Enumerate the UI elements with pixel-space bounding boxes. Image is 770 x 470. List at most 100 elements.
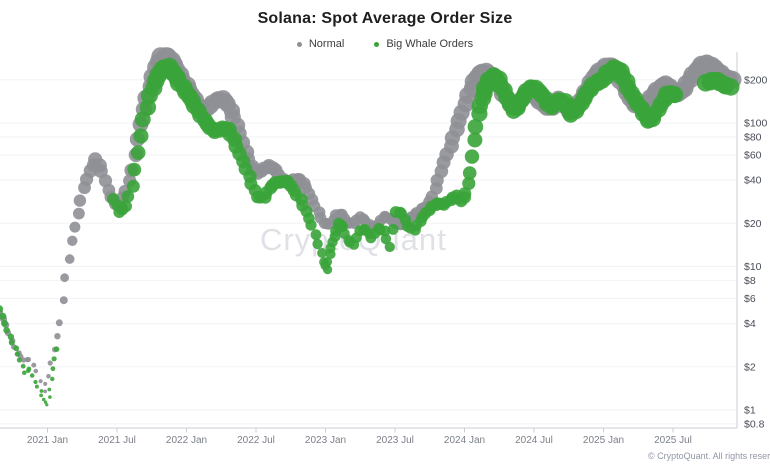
x-tick-label: 2024 Jul — [515, 435, 553, 446]
x-tick-label: 2021 Jan — [27, 435, 68, 446]
x-tick-label: 2024 Jan — [444, 435, 485, 446]
data-point-whale — [722, 78, 740, 96]
data-point-whale — [133, 128, 149, 144]
data-point-whale — [34, 384, 39, 389]
chart-title: Solana: Spot Average Order Size — [257, 10, 513, 27]
data-point-whale — [127, 162, 142, 177]
data-point-whale — [121, 190, 135, 203]
data-point-normal — [21, 357, 27, 363]
legend-label-big-whale-orders: Big Whale Orders — [386, 38, 474, 50]
data-point-normal — [69, 221, 81, 233]
data-point-whale — [29, 373, 35, 378]
data-point-whale — [310, 229, 322, 241]
data-point-normal — [59, 296, 68, 305]
x-tick-label: 2021 Jul — [98, 435, 136, 446]
y-tick-label: $0.8 — [744, 418, 765, 430]
data-point-whale — [8, 339, 15, 346]
data-point-whale — [14, 351, 21, 357]
x-tick-label: 2022 Jul — [237, 435, 275, 446]
data-point-whale — [41, 397, 46, 402]
data-point-normal — [25, 356, 31, 363]
data-point-normal — [33, 368, 39, 374]
data-point-whale — [43, 400, 48, 404]
data-point-whale — [1, 319, 8, 327]
data-point-whale — [22, 370, 27, 376]
data-point-normal — [60, 273, 69, 283]
y-tick-label: $60 — [744, 149, 762, 161]
data-point-normal — [31, 362, 37, 368]
data-point-whale — [53, 346, 60, 353]
x-tick-label: 2025 Jul — [654, 435, 692, 446]
axes — [0, 52, 738, 433]
data-point-whale — [13, 345, 20, 352]
data-point-whale — [384, 241, 395, 253]
data-point-normal — [73, 194, 87, 207]
data-point-normal — [73, 207, 85, 220]
data-point-whale — [462, 176, 476, 190]
legend-item-normal[interactable]: Normal — [296, 38, 345, 50]
data-point-whale — [462, 166, 477, 180]
x-tick-label: 2023 Jan — [305, 435, 346, 446]
y-tick-label: $2 — [744, 361, 756, 373]
y-tick-label: $8 — [744, 275, 756, 287]
data-point-whale — [51, 356, 57, 362]
data-point-whale — [0, 312, 7, 320]
data-point-whale — [322, 257, 333, 267]
y-tick-label: $1 — [744, 405, 756, 417]
data-point-normal — [46, 373, 51, 379]
data-point-whale — [50, 366, 56, 372]
y-tick-label: $4 — [744, 318, 756, 330]
data-point-normal — [47, 360, 53, 366]
data-point-normal — [38, 379, 43, 384]
data-point-normal — [43, 389, 48, 394]
y-tick-label: $80 — [744, 131, 762, 143]
x-tick-label: 2025 Jan — [583, 435, 624, 446]
data-point-whale — [33, 379, 38, 385]
data-point-whale — [467, 132, 483, 148]
y-tick-label: $20 — [744, 218, 762, 230]
data-point-whale — [380, 233, 392, 245]
y-tick-label: $6 — [744, 293, 756, 305]
data-point-whale — [3, 326, 10, 334]
data-point-normal — [64, 254, 75, 264]
data-point-whale — [45, 403, 49, 407]
data-point-whale — [126, 179, 140, 193]
data-point-whale — [387, 223, 399, 235]
data-point-whale — [20, 363, 26, 369]
data-point-whale — [467, 119, 484, 135]
data-point-normal — [43, 381, 48, 386]
data-point-whale — [0, 305, 4, 313]
x-tick-label: 2023 Jul — [376, 435, 414, 446]
data-point-whale — [305, 219, 317, 231]
copyright-attribution: © CryptoQuant. All rights reserved. — [648, 451, 770, 461]
data-point-whale — [464, 149, 480, 164]
data-point-whale — [50, 376, 55, 382]
data-point-whale — [16, 357, 22, 363]
data-point-whale — [130, 145, 146, 160]
x-tick-label: 2022 Jan — [166, 435, 207, 446]
normal-series-dot-icon — [296, 41, 302, 47]
whale-series-dot-icon — [374, 41, 380, 47]
data-point-normal — [54, 333, 61, 340]
data-point-whale — [379, 225, 391, 237]
data-point-whale — [39, 393, 43, 398]
data-point-whale — [458, 187, 472, 200]
data-point-whale — [312, 238, 323, 250]
data-point-whale — [48, 395, 52, 399]
data-point-whale — [39, 389, 44, 393]
y-tick-label: $10 — [744, 261, 762, 273]
data-point-whale — [7, 333, 15, 340]
legend-item-big-whale-orders[interactable]: Big Whale Orders — [374, 38, 473, 50]
data-point-whale — [47, 387, 52, 392]
legend-label-normal: Normal — [308, 38, 345, 50]
axis-labels: 2021 Jan 2021 Jul 2022 Jan 2022 Jul 2023 Jan… — [27, 74, 768, 446]
data-point-normal — [55, 319, 63, 327]
data-point-whale — [323, 265, 333, 275]
data-point-whale — [26, 366, 32, 372]
data-point-normal — [67, 235, 78, 246]
legend: Normal Big Whale Orders — [0, 38, 770, 50]
data-point-whale — [666, 86, 684, 104]
y-tick-label: $40 — [744, 175, 762, 187]
